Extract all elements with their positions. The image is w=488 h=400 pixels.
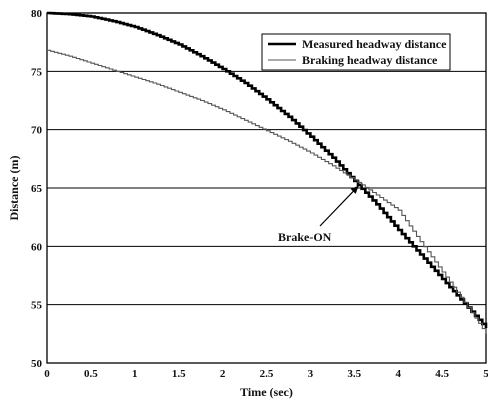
- x-tick-label: 1.5: [172, 368, 186, 380]
- plot-frame: [46, 12, 487, 364]
- y-axis-label: Distance (m): [7, 156, 21, 221]
- x-tick-label: 4.5: [435, 368, 449, 380]
- x-tick-label: 1: [132, 368, 138, 380]
- annotation-label: Brake-ON: [278, 230, 332, 244]
- y-tick-label: 70: [31, 125, 43, 137]
- legend-label-measured: Measured headway distance: [302, 37, 447, 51]
- y-tick-label: 75: [31, 66, 43, 78]
- series-line-measured: [47, 11, 488, 328]
- ticks: 0 0.5 1 1.5 2 2.5 3 3.5 4 4.5 5 50 55 60 65 70 75 80: [31, 8, 488, 380]
- x-tick-label: 5: [483, 368, 488, 380]
- legend: Measured headway distance Braking headwa…: [261, 33, 451, 71]
- x-tick-label: 3.5: [347, 368, 361, 380]
- series-layer: [47, 11, 488, 334]
- x-tick-label: 4: [395, 368, 401, 380]
- annotation-arrowhead: [350, 185, 359, 194]
- x-tick-label: 0.5: [84, 368, 98, 380]
- x-axis-label: Time (sec): [240, 385, 293, 399]
- y-tick-label: 55: [31, 300, 43, 312]
- y-tick-label: 65: [31, 183, 43, 195]
- grid: [47, 70, 486, 306]
- x-tick-label: 2: [220, 368, 226, 380]
- y-tick-label: 50: [31, 358, 43, 370]
- legend-label-braking: Braking headway distance: [302, 53, 438, 67]
- brake-on-annotation: Brake-ON: [278, 185, 360, 244]
- y-tick-label: 80: [31, 8, 43, 20]
- y-tick-label: 60: [31, 241, 43, 253]
- x-tick-label: 2.5: [260, 368, 274, 380]
- legend-box: [261, 33, 451, 71]
- series-line-braking: [47, 49, 487, 334]
- x-tick-label: 3: [308, 368, 314, 380]
- annotation-arrow: [319, 185, 360, 227]
- x-tick-label: 0: [44, 368, 50, 380]
